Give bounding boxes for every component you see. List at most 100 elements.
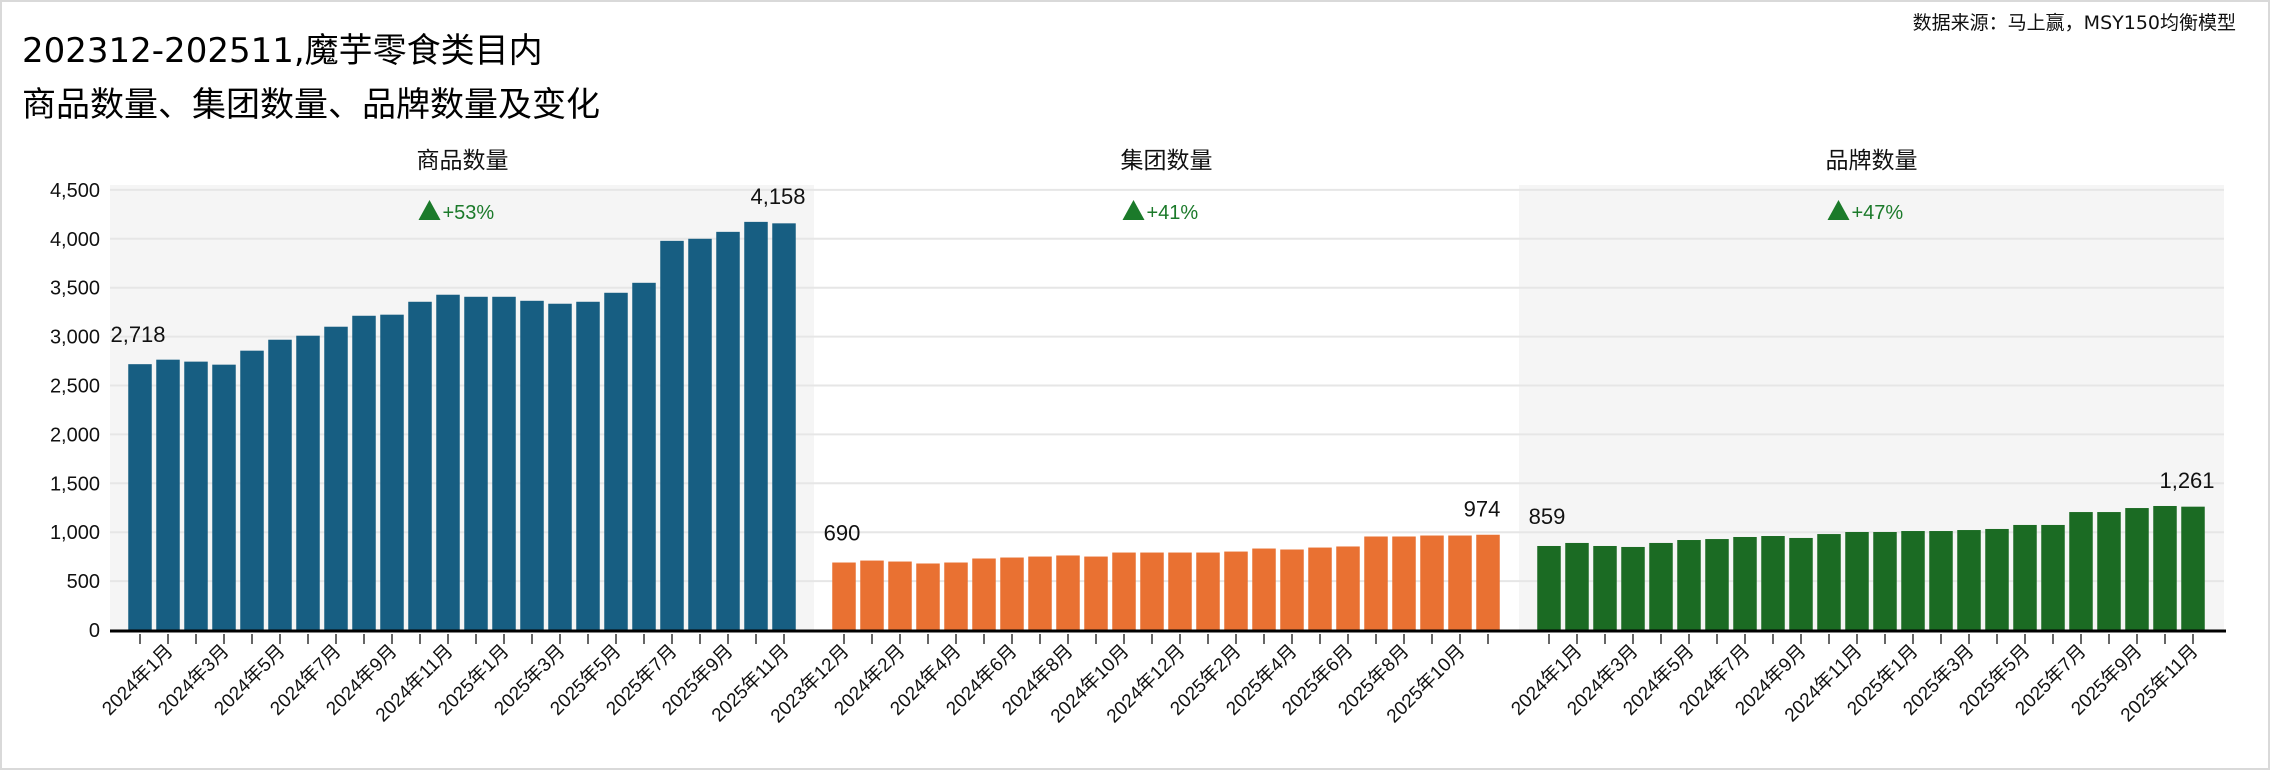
bar: [1817, 534, 1841, 630]
bar: [1252, 548, 1276, 630]
bar: [1677, 540, 1701, 630]
bar: [1733, 536, 1757, 630]
y-tick-label: 4,500: [50, 180, 100, 202]
bar: [1028, 556, 1052, 630]
bar: [1789, 537, 1813, 630]
bar: [2153, 505, 2177, 630]
bar: [184, 361, 208, 630]
bar: [520, 300, 544, 630]
bar: [1084, 556, 1108, 630]
data-source: 数据来源：马上赢，MSY150均衡模型: [1913, 12, 2236, 34]
last-value-label: 4,158: [750, 184, 805, 209]
y-tick-label: 0: [89, 620, 100, 642]
up-triangle-icon: [1122, 200, 1145, 220]
bar: [772, 223, 796, 631]
up-triangle-icon: [418, 200, 441, 220]
bar: [1929, 531, 1953, 630]
bar: [1476, 534, 1500, 630]
bar: [1649, 542, 1673, 630]
bar: [1621, 546, 1645, 630]
bar: [972, 558, 996, 630]
first-value-label: 690: [824, 521, 861, 546]
bar: [548, 303, 572, 630]
up-triangle-icon: [1827, 200, 1850, 220]
bar: [128, 364, 152, 630]
y-tick-label: 500: [67, 571, 100, 593]
bar: [660, 240, 684, 630]
bar: [2041, 524, 2065, 630]
bar: [632, 282, 656, 630]
bar: [944, 562, 968, 630]
bar: [832, 562, 856, 630]
bar: [1957, 530, 1981, 630]
bar: [1224, 551, 1248, 630]
bar: [2069, 512, 2093, 630]
bar: [604, 292, 628, 630]
bar: [1845, 532, 1869, 630]
bar: [1901, 531, 1925, 630]
bar: [492, 296, 516, 630]
bar: [1985, 528, 2009, 630]
bar: [1392, 536, 1416, 630]
chart-title-line2: 商品数量、集团数量、品牌数量及变化: [22, 85, 600, 125]
bar: [1000, 557, 1024, 630]
chart-title-line1: 202312-202511,魔芋零食类目内: [22, 31, 543, 71]
bar: [1336, 546, 1360, 630]
bar: [1565, 542, 1589, 630]
bar: [156, 359, 180, 630]
panel-title: 集团数量: [1121, 148, 1213, 174]
bar: [1593, 545, 1617, 630]
bar: [2125, 508, 2149, 630]
bar: [1705, 539, 1729, 630]
bar: [860, 560, 884, 630]
bar: [1364, 536, 1388, 630]
bar: [744, 221, 768, 630]
bar: [352, 315, 376, 630]
bar: [408, 301, 432, 630]
bar: [212, 364, 236, 630]
y-tick-label: 2,000: [50, 424, 100, 446]
bar: [1196, 552, 1220, 630]
bar: [1420, 535, 1444, 630]
change-label: +47%: [1852, 202, 1904, 224]
bar: [380, 314, 404, 630]
bar: [1873, 532, 1897, 630]
bar: [1448, 535, 1472, 630]
y-tick-label: 3,000: [50, 327, 100, 349]
bar: [1280, 549, 1304, 630]
bar: [268, 339, 292, 630]
y-tick-label: 1,500: [50, 473, 100, 495]
bar: [2013, 524, 2037, 630]
change-label: +41%: [1147, 202, 1199, 224]
bar: [1112, 552, 1136, 630]
bar: [888, 561, 912, 630]
bar: [688, 238, 712, 631]
panel-title: 商品数量: [417, 148, 509, 174]
bar: [324, 326, 348, 630]
bar: [576, 301, 600, 630]
bar: [1140, 552, 1164, 630]
first-value-label: 859: [1529, 504, 1566, 529]
first-value-label: 2,718: [110, 322, 165, 347]
bar: [1308, 547, 1332, 630]
bar: [916, 563, 940, 630]
y-tick-label: 4,000: [50, 229, 100, 251]
bar: [1537, 545, 1561, 630]
bar: [1056, 555, 1080, 630]
bar: [464, 296, 488, 630]
bar: [2181, 506, 2205, 630]
y-tick-label: 1,000: [50, 522, 100, 544]
panel-title: 品牌数量: [1826, 148, 1918, 174]
bar: [296, 335, 320, 630]
bar: [240, 350, 264, 630]
bar: [436, 294, 460, 630]
y-tick-label: 2,500: [50, 375, 100, 397]
bar: [2097, 512, 2121, 630]
bar: [716, 231, 740, 630]
last-value-label: 1,261: [2159, 468, 2214, 493]
change-label: +53%: [443, 202, 495, 224]
last-value-label: 974: [1464, 497, 1501, 522]
bar: [1761, 536, 1785, 630]
